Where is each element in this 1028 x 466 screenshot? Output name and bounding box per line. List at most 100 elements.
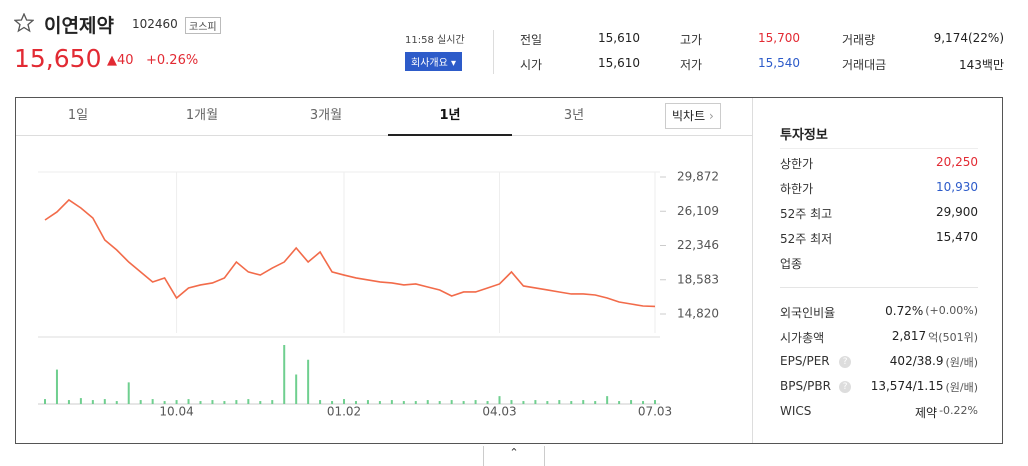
volume-bar <box>402 401 405 404</box>
volume-bar <box>187 399 190 404</box>
volume-bar <box>127 382 130 404</box>
tab[interactable]: 3년 <box>563 108 585 123</box>
volume-bar <box>211 400 214 404</box>
quote-value: 15,700 <box>758 31 800 45</box>
volume-bar <box>319 400 322 404</box>
collapse-toggle[interactable]: ⌃ <box>483 446 545 466</box>
volume-bar <box>642 401 645 404</box>
help-icon[interactable]: ? <box>839 356 852 368</box>
quote-label: 거래량 <box>842 33 876 47</box>
invest-value: 10,930 <box>936 180 978 194</box>
volume-bar <box>271 400 274 404</box>
quote-value: 15,540 <box>758 56 800 70</box>
quote-label: 거래대금 <box>842 58 887 72</box>
quote-label: 고가 <box>680 33 703 47</box>
panel-divider <box>752 98 753 443</box>
volume-bar <box>307 359 310 404</box>
y-tick-label: 26,109 <box>677 204 719 218</box>
volume-bar <box>378 401 381 404</box>
volume-bar <box>91 400 94 404</box>
invest-sub: -0.22% <box>939 404 978 417</box>
volume-bar <box>534 400 537 404</box>
chart-panel <box>15 97 1003 444</box>
invest-value: 제약 <box>914 406 938 420</box>
invest-sub: (원/배) <box>945 381 978 394</box>
invest-value: 2,817 <box>891 329 927 343</box>
volume-bar <box>354 401 357 404</box>
volume-bar <box>498 396 501 404</box>
volume-bar <box>486 401 489 404</box>
quote-value: 15,610 <box>598 56 640 70</box>
x-tick-label: 01.02 <box>327 405 361 419</box>
volume-bar <box>438 401 441 404</box>
volume-bar <box>44 399 46 404</box>
volume-bar <box>295 374 298 404</box>
volume-bar <box>199 401 202 404</box>
invest-label: 52주 최고 <box>780 207 833 221</box>
invest-sub: (+0.00%) <box>925 304 978 317</box>
tab[interactable]: 1개월 <box>185 108 219 123</box>
y-tick-label: 29,872 <box>677 170 719 184</box>
quote-value: 15,610 <box>598 31 640 45</box>
volume-bar <box>331 401 334 404</box>
tab-underline <box>16 135 752 136</box>
stock-name: 이연제약 <box>44 15 114 37</box>
invest-label: WICS <box>780 404 812 418</box>
volume-bar <box>79 398 82 404</box>
volume-bar <box>235 400 238 404</box>
invest-value: 29,900 <box>936 205 978 219</box>
volume-bar <box>223 401 226 404</box>
volume-bar <box>558 400 561 404</box>
invest-divider <box>780 287 978 288</box>
big-chart-label: 빅차트 <box>672 109 706 123</box>
invest-label: 하한가 <box>780 182 814 196</box>
company-button[interactable]: 회사개요 ▾ <box>405 52 463 71</box>
y-tick-label: 18,583 <box>677 272 719 286</box>
volume-bar <box>390 400 393 404</box>
change: ▲40 <box>107 53 134 68</box>
invest-label: 시가총액 <box>780 331 825 345</box>
volume-bar <box>67 400 70 404</box>
volume-bar <box>630 400 633 404</box>
invest-sub: (원/배) <box>945 356 978 369</box>
tab[interactable]: 1일 <box>67 108 89 123</box>
big-chart-button[interactable]: 빅차트 › <box>665 103 721 129</box>
tab[interactable]: 3개월 <box>309 108 343 123</box>
volume-bar <box>474 400 477 404</box>
volume-bar <box>594 401 597 404</box>
invest-value: 402/38.9 <box>889 354 944 368</box>
volume-bar <box>654 400 656 404</box>
volume-bar <box>522 401 525 404</box>
invest-label: 외국인비율 <box>780 306 836 320</box>
volume-bar <box>283 345 286 404</box>
y-tick-label: 14,820 <box>677 307 719 321</box>
quote-value: 9,174(22%) <box>933 31 1004 45</box>
quote-value: 143백만 <box>959 58 1004 72</box>
quote-label: 저가 <box>680 58 703 72</box>
help-icon[interactable]: ? <box>839 381 852 393</box>
quote-label: 전일 <box>520 33 543 47</box>
volume-bar <box>115 401 118 404</box>
invest-label: EPS/PER <box>780 354 830 368</box>
invest-value: 13,574/1.15 <box>870 379 944 393</box>
x-tick-label: 10.04 <box>159 405 193 419</box>
volume-bar <box>247 399 250 404</box>
price-line <box>44 198 656 308</box>
invest-title: 투자정보 <box>780 128 828 143</box>
volume-bar <box>259 401 262 404</box>
invest-value: 0.72% <box>885 304 924 318</box>
quote-time: 11:58 실시간 <box>405 35 465 46</box>
volume-bar <box>618 401 621 404</box>
favorite-star[interactable] <box>14 13 34 33</box>
tab[interactable]: 1년 <box>388 97 512 136</box>
volume-bar <box>151 399 154 404</box>
volume-bar <box>450 400 453 404</box>
volume-bar <box>414 401 417 404</box>
invest-divider <box>780 148 978 149</box>
volume-bar <box>462 401 465 404</box>
invest-sub: 억(501위) <box>928 331 978 344</box>
volume-bar <box>510 400 513 404</box>
volume-bar <box>606 396 609 404</box>
